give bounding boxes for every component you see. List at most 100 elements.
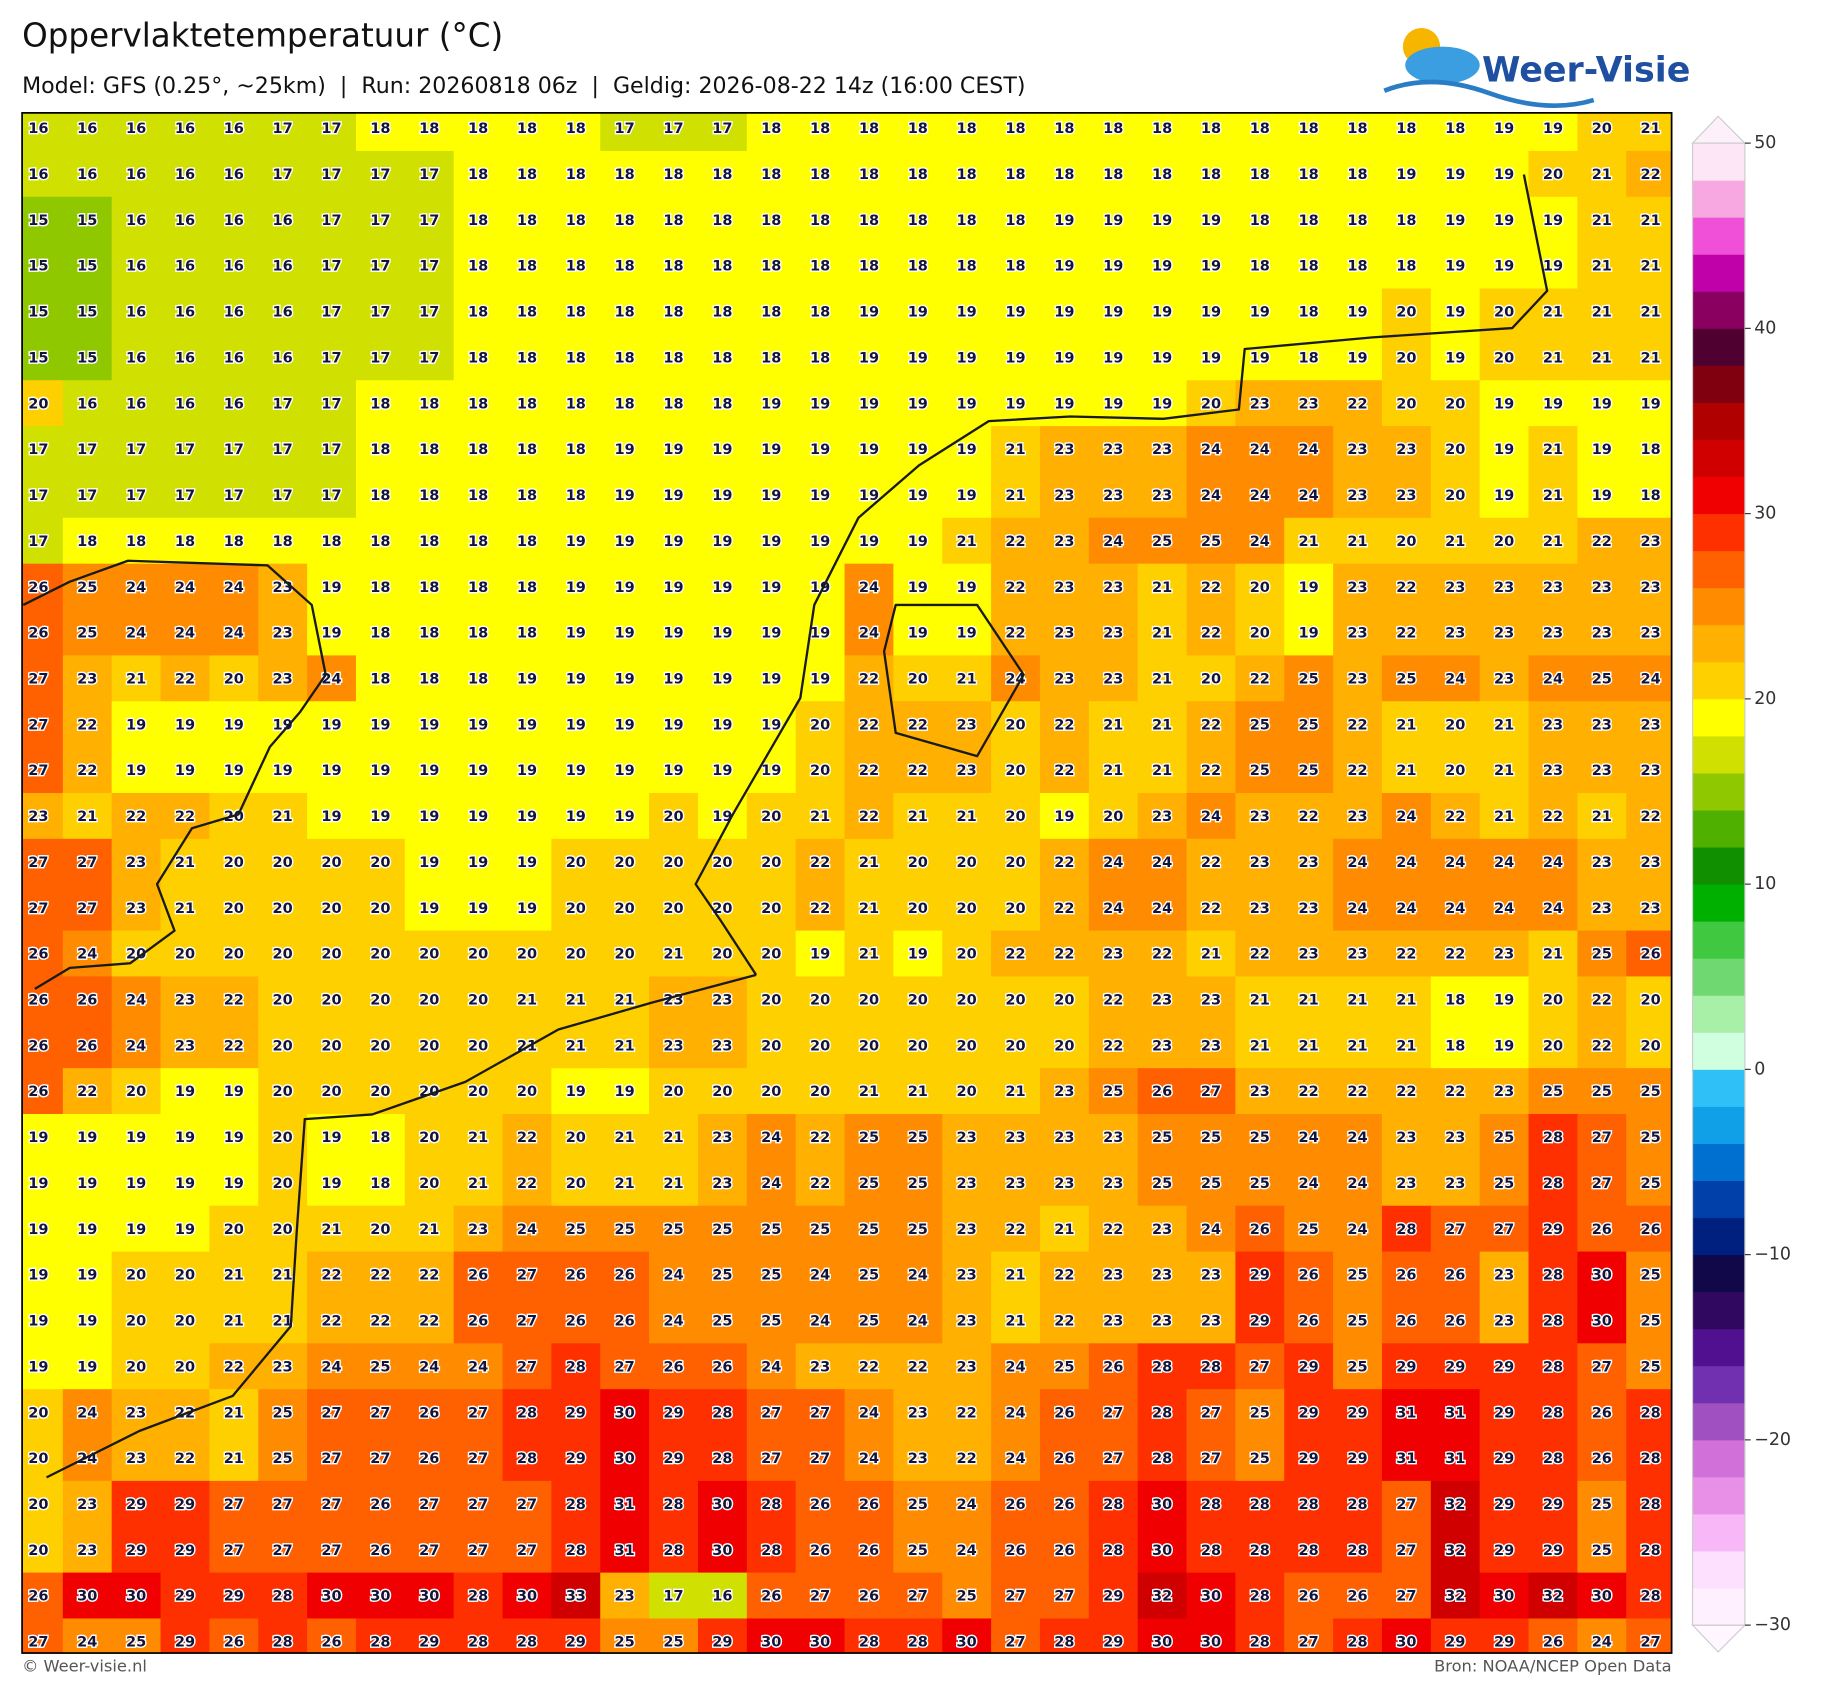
- temperature-label: 29: [566, 1635, 586, 1651]
- temperature-label: 30: [1152, 1543, 1172, 1559]
- temperature-cell: [746, 1526, 797, 1574]
- temperature-cell: [160, 288, 211, 336]
- temperature-label: 19: [663, 442, 683, 458]
- temperature-cell: [942, 242, 992, 290]
- temperature-label: 23: [1103, 626, 1123, 642]
- temperature-cell: [1479, 1572, 1530, 1620]
- temperature-cell: [404, 563, 455, 611]
- temperature-label: 24: [1201, 488, 1221, 504]
- temperature-cell: [1430, 701, 1481, 748]
- temperature-label: 23: [1347, 809, 1367, 825]
- temperature-cell: [307, 1480, 357, 1528]
- temperature-cell: [649, 930, 699, 978]
- temperature-label: 23: [1543, 717, 1563, 733]
- temperature-cell: [1284, 471, 1334, 519]
- temperature-label: 22: [1054, 1268, 1074, 1284]
- temperature-label: 20: [1494, 534, 1514, 550]
- temperature-label: 16: [273, 213, 293, 229]
- temperature-cell: [1577, 471, 1627, 519]
- temperature-label: 20: [175, 1268, 195, 1284]
- temperature-label: 29: [663, 1405, 683, 1421]
- temperature-label: 22: [1005, 1222, 1025, 1238]
- temperature-cell: [893, 1022, 943, 1069]
- temperature-label: 20: [908, 671, 928, 687]
- temperature-label: 15: [77, 259, 97, 275]
- temperature-cell: [62, 930, 113, 978]
- temperature-cell: [1626, 288, 1672, 336]
- temperature-cell: [649, 1297, 699, 1345]
- temperature-cell: [1137, 1297, 1188, 1345]
- temperature-cell: [1430, 1389, 1481, 1436]
- temperature-label: 19: [468, 809, 488, 825]
- temperature-label: 18: [566, 305, 586, 321]
- temperature-label: 30: [712, 1497, 732, 1513]
- temperature-cell: [1088, 976, 1139, 1023]
- temperature-label: 24: [1445, 901, 1465, 917]
- colorbar-band: [1692, 958, 1745, 996]
- temperature-label: 17: [224, 442, 244, 458]
- temperature-cell: [307, 242, 357, 290]
- temperature-label: 23: [1396, 488, 1416, 504]
- temperature-cell: [404, 380, 455, 427]
- temperature-cell: [991, 1205, 1041, 1253]
- temperature-cell: [1430, 563, 1481, 611]
- temperature-label: 19: [566, 809, 586, 825]
- temperature-label: 18: [957, 167, 977, 183]
- temperature-cell: [404, 1618, 455, 1654]
- temperature-cell: [1479, 976, 1530, 1023]
- temperature-cell: [111, 1480, 162, 1528]
- temperature-label: 21: [224, 1268, 244, 1284]
- temperature-label: 20: [370, 993, 390, 1009]
- temperature-label: 20: [957, 855, 977, 871]
- temperature-cell: [1381, 563, 1432, 611]
- temperature-label: 18: [1445, 993, 1465, 1009]
- temperature-label: 21: [663, 947, 683, 963]
- temperature-label: 23: [1641, 580, 1661, 596]
- temperature-cell: [307, 471, 357, 519]
- temperature-cell: [404, 1205, 455, 1253]
- temperature-label: 21: [1347, 534, 1367, 550]
- temperature-label: 21: [468, 1130, 488, 1146]
- temperature-cell: [649, 747, 699, 794]
- temperature-label: 28: [1299, 1543, 1319, 1559]
- temperature-label: 21: [957, 534, 977, 550]
- temperature-label: 16: [126, 213, 146, 229]
- temperature-cell: [1430, 1618, 1481, 1654]
- temperature-cell: [746, 1022, 797, 1069]
- temperature-label: 23: [810, 1359, 830, 1375]
- temperature-cell: [1284, 112, 1334, 152]
- temperature-label: 25: [615, 1635, 635, 1651]
- temperature-label: 24: [126, 1038, 146, 1054]
- temperature-label: 24: [1543, 901, 1563, 917]
- temperature-label: 29: [1103, 1589, 1123, 1605]
- temperature-label: 19: [663, 534, 683, 550]
- temperature-cell: [307, 196, 357, 244]
- temperature-label: 30: [1152, 1635, 1172, 1651]
- colorbar-band: [1692, 1254, 1745, 1293]
- temperature-label: 16: [224, 121, 244, 137]
- temperature-label: 30: [1396, 1635, 1416, 1651]
- temperature-label: 23: [1103, 442, 1123, 458]
- temperature-label: 18: [810, 259, 830, 275]
- temperature-label: 21: [859, 901, 879, 917]
- temperature-label: 18: [615, 259, 635, 275]
- temperature-cell: [1235, 1114, 1285, 1161]
- temperature-cell: [1430, 1435, 1481, 1482]
- temperature-cell: [258, 792, 308, 840]
- temperature-cell: [1528, 1572, 1579, 1620]
- temperature-cell: [307, 1618, 357, 1654]
- temperature-label: 28: [517, 1451, 537, 1467]
- temperature-cell: [1088, 792, 1139, 840]
- temperature-cell: [1577, 655, 1627, 702]
- temperature-label: 20: [1103, 809, 1123, 825]
- colorbar-band: [1692, 1551, 1745, 1589]
- temperature-label: 19: [1494, 993, 1514, 1009]
- temperature-label: 19: [957, 580, 977, 596]
- temperature-label: 26: [615, 1314, 635, 1330]
- colorbar-band: [1692, 587, 1745, 626]
- temperature-cell: [1577, 1480, 1627, 1528]
- temperature-label: 23: [957, 763, 977, 779]
- temperature-label: 18: [1396, 213, 1416, 229]
- temperature-cell: [600, 334, 650, 381]
- temperature-cell: [355, 471, 406, 519]
